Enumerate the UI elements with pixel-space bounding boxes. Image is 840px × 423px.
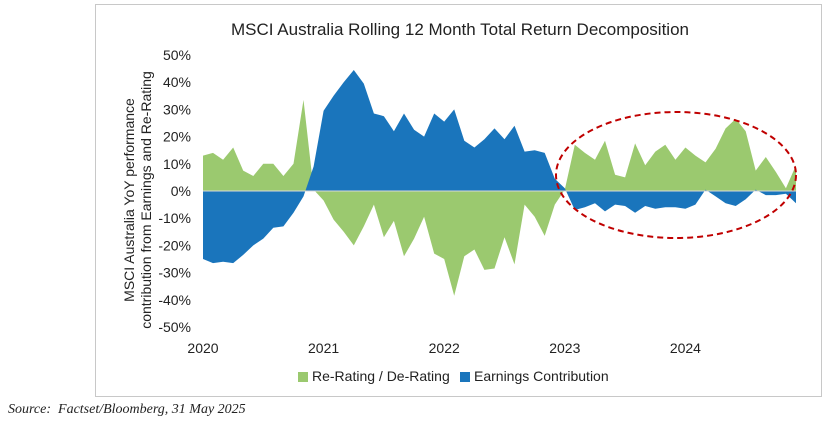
x-tick-label: 2021 — [308, 340, 339, 356]
chart-container: MSCI Australia Rolling 12 Month Total Re… — [95, 4, 822, 397]
series-area-1 — [203, 70, 796, 264]
y-axis-label: MSCI Australia YoY performance contribut… — [121, 71, 154, 329]
y-tick-label: 30% — [163, 101, 191, 117]
x-tick-label: 2023 — [549, 340, 580, 356]
y-tick-label: -30% — [158, 265, 191, 281]
y-tick-label: -10% — [158, 210, 191, 226]
chart-svg: MSCI Australia Rolling 12 Month Total Re… — [121, 20, 797, 384]
source-note: Source: Factset/Bloomberg, 31 May 2025 — [8, 402, 246, 417]
x-tick-labels: 2020 2021 2022 2023 2024 — [187, 340, 701, 356]
legend-label-earnings: Earnings Contribution — [474, 368, 609, 384]
y-tick-label: 0% — [171, 183, 191, 199]
y-tick-label: 40% — [163, 74, 191, 90]
highlight-ellipse — [555, 111, 797, 239]
y-axis-label-line-1: MSCI Australia YoY performance — [121, 98, 137, 302]
plot-area — [203, 70, 796, 296]
legend-label-re-rating: Re-Rating / De-Rating — [312, 368, 450, 384]
y-tick-label: 20% — [163, 129, 191, 145]
legend-swatch-earnings — [460, 372, 470, 382]
x-tick-label: 2024 — [670, 340, 701, 356]
legend: Re-Rating / De-Rating Earnings Contribut… — [298, 368, 609, 384]
y-tick-label: 10% — [163, 156, 191, 172]
x-tick-label: 2020 — [187, 340, 218, 356]
series-area-0 — [203, 99, 796, 296]
legend-swatch-re-rating — [298, 372, 308, 382]
y-tick-labels: 50% 40% 30% 20% 10% 0% -10% -20% -30% -40% -50% — [158, 47, 191, 335]
chart-title: MSCI Australia Rolling 12 Month Total Re… — [231, 20, 689, 39]
y-tick-label: -20% — [158, 237, 191, 253]
y-tick-label: -50% — [158, 319, 191, 335]
y-tick-label: -40% — [158, 292, 191, 308]
x-tick-label: 2022 — [429, 340, 460, 356]
y-axis-label-line-2: contribution from Earnings and Re-Rating — [138, 71, 154, 329]
y-tick-label: 50% — [163, 47, 191, 63]
